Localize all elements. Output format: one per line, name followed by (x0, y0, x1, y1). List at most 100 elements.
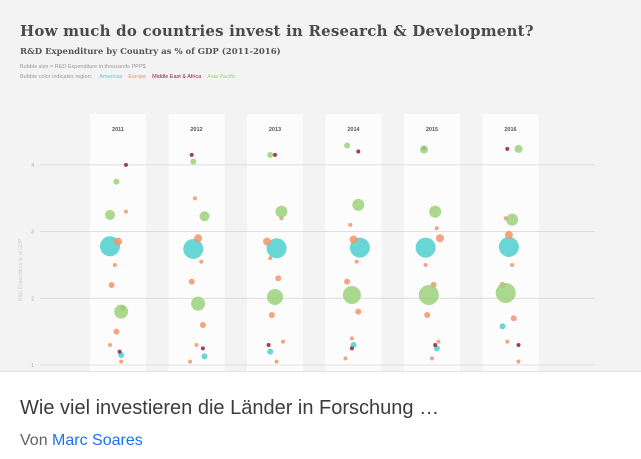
bubble-americas (499, 323, 506, 330)
bubble-middle-east-africa (117, 349, 122, 354)
bubble-europe (436, 339, 441, 344)
bubble-asia-pacific (105, 209, 115, 220)
author-prefix: Von (20, 432, 48, 449)
bubble-europe (430, 356, 434, 361)
bubble-middle-east-africa (505, 146, 510, 151)
bubble-asia-pacific (418, 284, 439, 305)
bubble-middle-east-africa (124, 162, 128, 167)
bubble-middle-east-africa (516, 342, 521, 347)
legend-item: Americas (99, 74, 123, 80)
bubble-middle-east-africa (433, 342, 438, 347)
bubble-europe (188, 278, 195, 285)
bubble-asia-pacific (495, 282, 516, 303)
bubble-europe (268, 311, 275, 318)
bubble-europe (188, 359, 193, 364)
bubble-europe (504, 230, 513, 239)
legend-items: Americas Europe Middle East & Africa Asia P… (99, 74, 241, 80)
bubble-middle-east-africa (189, 152, 194, 157)
legend-item: Middle East & Africa (152, 74, 202, 80)
bubble-europe (114, 237, 122, 246)
bubble-europe (424, 311, 431, 318)
x-tick-label: 2015 (426, 127, 438, 133)
x-tick-label: 2016 (504, 127, 516, 133)
bubble-europe (263, 237, 271, 246)
bubble-asia-pacific (352, 198, 365, 211)
chart-subtitle: R&D Expenditure by Country as % of GDP (… (20, 47, 281, 57)
bubble-europe (344, 278, 351, 285)
bubble-asia-pacific (191, 296, 206, 311)
y-tick-label: 2 (31, 296, 34, 302)
bubble-americas (201, 353, 208, 360)
bubble-middle-east-africa (200, 346, 205, 351)
bubble-middle-east-africa (356, 149, 361, 154)
bubble-europe (281, 339, 285, 344)
card-author: Von Marc Soares (20, 432, 143, 450)
bubble-asia-pacific (514, 144, 523, 153)
chart-legend: Bubble color indicates region: Americas E… (20, 74, 248, 80)
x-tick-label: 2014 (347, 127, 360, 133)
bubble-middle-east-africa (273, 152, 277, 157)
bubble-middle-east-africa (266, 342, 271, 347)
bubble-asia-pacific (267, 151, 274, 158)
bubble-europe (510, 315, 517, 322)
x-tick-label: 2013 (269, 127, 281, 133)
bubble-europe (112, 262, 117, 267)
bubble-europe (268, 256, 273, 261)
bubble-europe (510, 262, 515, 267)
bubble-asia-pacific (342, 285, 361, 304)
card-title[interactable]: Wie viel investieren die Länder in Forsc… (20, 397, 440, 419)
bubble-europe (434, 226, 439, 231)
bubble-europe (348, 222, 353, 227)
bubble-asia-pacific (506, 213, 519, 226)
bubble-europe (108, 342, 112, 347)
bubble-asia-pacific (190, 158, 197, 165)
bubble-europe (343, 356, 348, 361)
bubble-europe (108, 281, 115, 288)
bubble-europe (354, 259, 359, 264)
bubble-europe (113, 328, 120, 335)
bubble-americas (266, 238, 287, 259)
bubble-europe (349, 235, 358, 244)
bubble-europe (423, 262, 428, 267)
bubble-europe (505, 339, 510, 344)
legend-label: Bubble color indicates region: (20, 74, 93, 80)
bubble-asia-pacific (199, 211, 210, 222)
y-axis-label: R&D Expenditure % of GDP (18, 238, 24, 301)
bubble-europe (124, 209, 128, 214)
x-tick-label: 2011 (112, 127, 124, 133)
bubble-asia-pacific (114, 304, 129, 319)
bubble-americas (183, 238, 204, 259)
bubble-europe (199, 321, 206, 328)
bubble-americas (267, 348, 274, 355)
bubble-americas (415, 237, 436, 258)
bubble-europe (194, 234, 203, 243)
bubble-europe (274, 359, 279, 364)
bubble-asia-pacific (275, 205, 288, 218)
bubble-asia-pacific (113, 178, 120, 185)
card-divider (0, 371, 641, 372)
bubble-europe (355, 308, 362, 315)
x-tick-label: 2012 (190, 127, 202, 133)
bubble-europe (199, 259, 204, 264)
bubble-europe (436, 234, 444, 243)
legend-item: Asia Pacific (207, 74, 236, 80)
legend-item: Europe (128, 74, 147, 80)
bubble-americas (498, 236, 519, 257)
bubble-middle-east-africa (349, 346, 354, 351)
bubble-asia-pacific (429, 205, 442, 218)
bubble-asia-pacific (267, 288, 283, 305)
y-tick-label: 4 (31, 163, 34, 169)
chart-thumbnail[interactable]: 1 2 3 4 R&D Expenditure % of GDP 2011 2012 2013… (0, 0, 641, 371)
bubble-chart: 1 2 3 4 R&D Expenditure % of GDP 2011 2012 2013… (18, 127, 595, 369)
chart-note: Bubble size = R&D Expenditure in thousan… (20, 64, 146, 70)
bubble-europe (516, 359, 521, 364)
bubble-europe (194, 342, 199, 347)
author-link[interactable]: Marc Soares (52, 432, 143, 449)
chart-title: How much do countries invest in Research… (20, 22, 534, 40)
bubble-europe (192, 196, 197, 201)
bubble-europe (349, 336, 354, 341)
y-tick-label: 3 (31, 230, 34, 236)
bubble-europe (119, 359, 124, 364)
y-tick-label: 1 (31, 363, 34, 369)
